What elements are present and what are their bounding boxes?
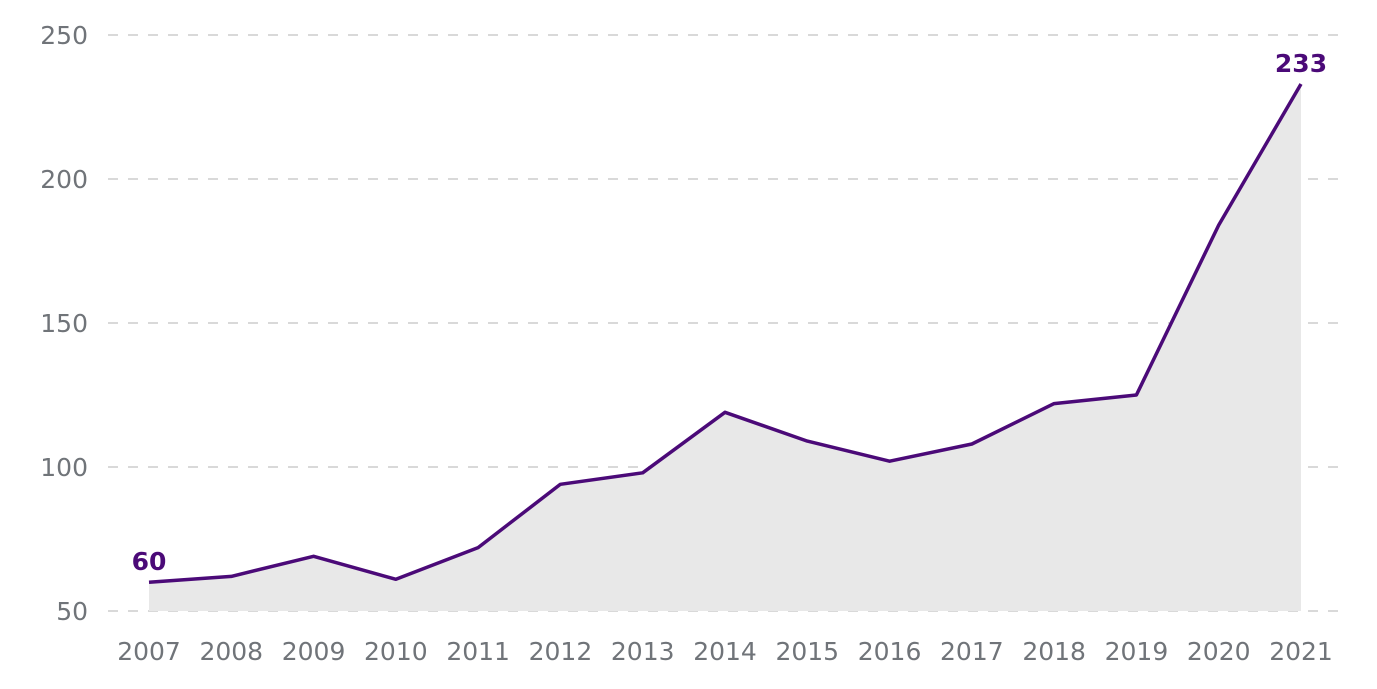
- y-tick-label: 100: [40, 453, 88, 482]
- area-fill: [149, 84, 1301, 611]
- x-tick-label: 2021: [1269, 637, 1333, 666]
- x-tick-label: 2020: [1187, 637, 1251, 666]
- x-tick-label: 2019: [1105, 637, 1169, 666]
- data-label-2007: 60: [132, 547, 167, 576]
- x-tick-label: 2011: [446, 637, 510, 666]
- y-tick-label: 50: [56, 597, 88, 626]
- x-tick-label: 2018: [1022, 637, 1086, 666]
- x-tick-label: 2012: [529, 637, 593, 666]
- y-tick-label: 200: [40, 165, 88, 194]
- x-tick-label: 2010: [364, 637, 428, 666]
- x-tick-label: 2013: [611, 637, 675, 666]
- x-tick-label: 2017: [940, 637, 1004, 666]
- x-tick-label: 2008: [199, 637, 263, 666]
- data-labels: 60 233: [132, 49, 1327, 576]
- x-tick-label: 2015: [775, 637, 839, 666]
- y-axis-tick-labels: 50 100 150 200 250: [40, 21, 88, 626]
- y-tick-label: 150: [40, 309, 88, 338]
- x-tick-label: 2016: [858, 637, 922, 666]
- data-label-2021: 233: [1275, 49, 1327, 78]
- x-tick-label: 2009: [282, 637, 346, 666]
- x-tick-label: 2014: [693, 637, 757, 666]
- x-tick-label: 2007: [117, 637, 181, 666]
- y-tick-label: 250: [40, 21, 88, 50]
- x-axis-tick-labels: 2007 2008 2009 2010 2011 2012 2013 2014 2015 2016…: [117, 637, 1333, 666]
- data-line: [148, 83, 1303, 584]
